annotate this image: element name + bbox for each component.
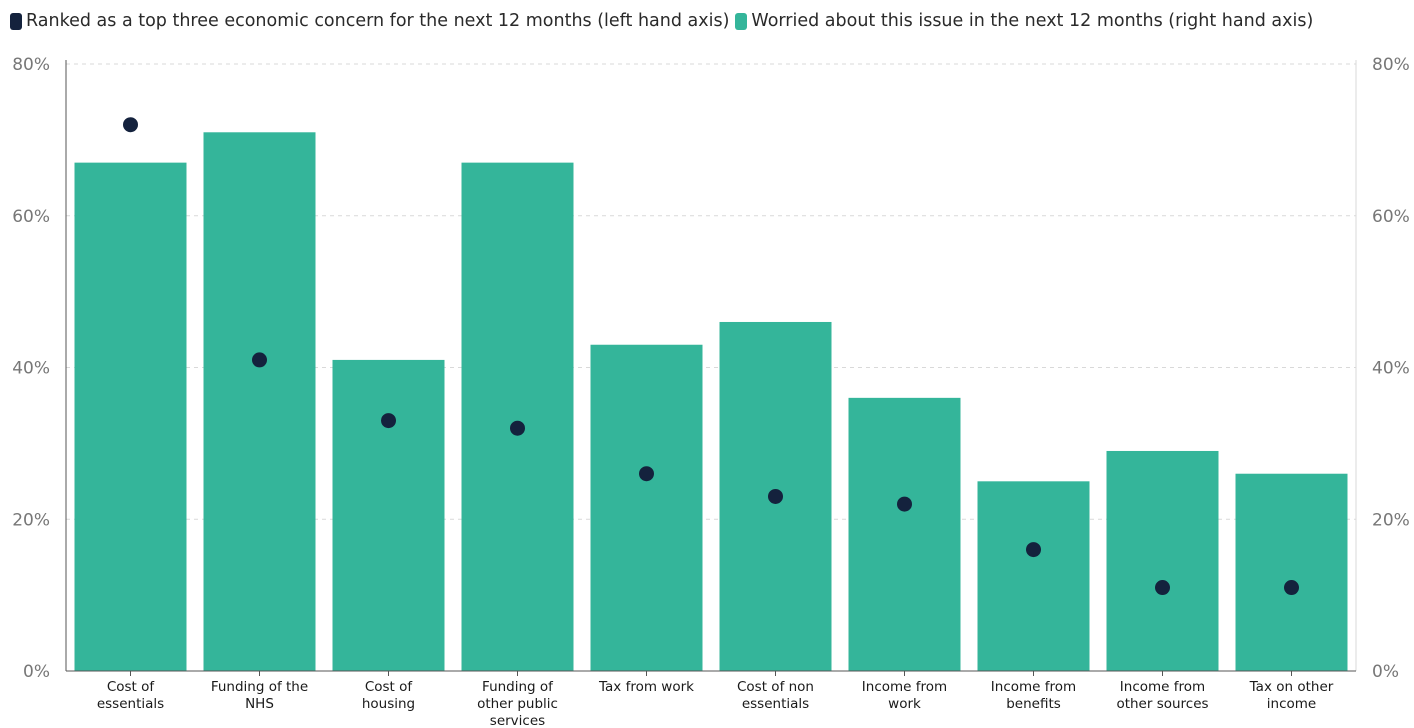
data-point [252,352,267,368]
data-point [381,413,396,429]
data-point [1026,542,1041,558]
y-tick-label-left: 80% [12,55,50,75]
x-tick-label: Tax on other [1249,679,1334,695]
data-point [510,420,525,436]
bar [332,359,445,671]
legend-label-ranked: Ranked as a top three economic concern f… [26,11,730,31]
y-tick-label-left: 0% [23,662,50,682]
bar [203,132,316,672]
y-tick-label-right: 80% [1372,55,1410,75]
x-tick-label: Income from [991,679,1076,695]
x-tick-label: Cost of [365,679,414,695]
y-tick-label-left: 40% [12,359,50,379]
x-tick-label: work [888,696,921,712]
x-tick-label: Tax from work [598,679,694,695]
legend-swatch-worried [735,12,748,30]
x-tick-label: essentials [742,696,809,712]
x-tick-label: Cost of [107,679,156,695]
bar [74,162,187,671]
bar [590,344,703,671]
legend-item-worried[interactable]: Worried about this issue in the next 12 … [735,11,1313,31]
data-point [123,117,138,133]
x-tick-label: Income from [862,679,947,695]
legend-item-ranked[interactable]: Ranked as a top three economic concern f… [10,11,729,31]
x-tick-label: services [490,713,545,728]
data-point [897,496,912,512]
axes: 0% 0% 20% 20% 40% 40% 60% 60% 80% 80% [12,55,1410,682]
y-tick-label-left: 60% [12,207,50,227]
chart-legend: Ranked as a top three economic concern f… [10,8,1319,34]
x-tick-label: NHS [245,696,274,712]
x-tick-label: Income from [1120,679,1205,695]
data-point [768,488,783,504]
bar [1106,450,1219,671]
legend-swatch-ranked [10,12,22,30]
x-tick-label: essentials [97,696,164,712]
x-tick-label: other sources [1116,696,1208,712]
x-tick-label: other public [477,696,558,712]
y-tick-label-left: 20% [12,510,50,530]
bar [977,481,1090,671]
y-tick-label-right: 60% [1372,207,1410,227]
y-tick-label-right: 20% [1372,510,1410,530]
bar [461,162,574,671]
dot-series [123,117,1299,596]
x-tick-label: housing [362,696,415,712]
x-tick-label: Cost of non [737,679,814,695]
y-tick-label-right: 0% [1372,662,1399,682]
bar [1235,473,1348,671]
x-tick-label: Funding of the [211,679,308,695]
x-tick-label: income [1267,696,1316,712]
data-point [1284,580,1299,596]
y-tick-label-right: 40% [1372,359,1410,379]
bar [848,397,961,671]
legend-label-worried: Worried about this issue in the next 12 … [751,11,1314,31]
x-tick-label: Funding of [482,679,554,695]
data-point [1155,580,1170,596]
x-tick-label: benefits [1006,696,1061,712]
data-point [639,466,654,482]
